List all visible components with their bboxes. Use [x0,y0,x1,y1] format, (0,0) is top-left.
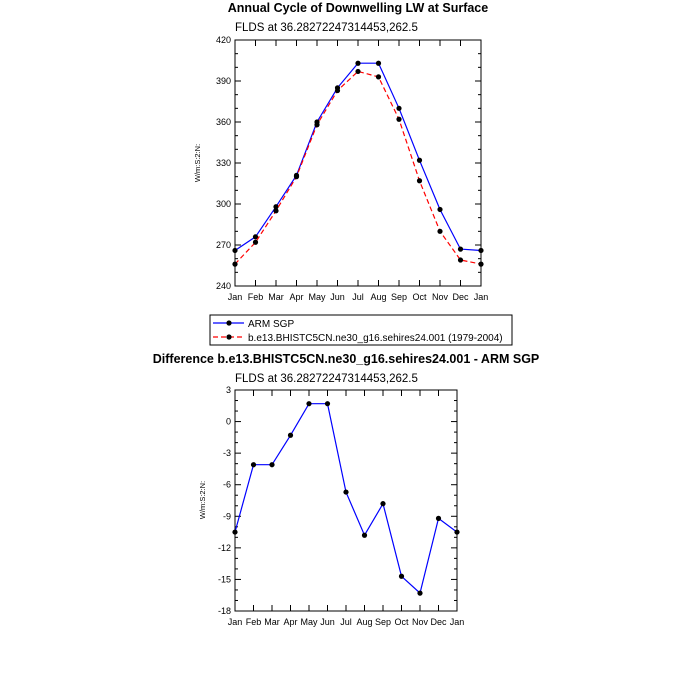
chart1-plot-frame [234,39,482,287]
chart1-series-1-point [375,74,382,80]
chart2-xtick-label: Oct [394,617,409,627]
legend-marker-model [226,334,232,340]
chart2-xtick-label: Feb [246,617,262,627]
chart1-series-0-point [252,234,259,240]
chart1-series-0-point [457,246,464,252]
chart1-ytick-label: 240 [216,281,231,291]
chart1-xtick-label: Nov [432,292,449,302]
chart1-legend: ARM SGP b.e13.BHISTC5CN.ne30_g16.sehires… [209,314,513,346]
chart2-xtick-label: Dec [430,617,447,627]
chart1-xtick-label: Aug [370,292,386,302]
chart1-xtick-label: Dec [452,292,469,302]
chart1-series-line-1 [234,70,482,265]
chart2-series-0-point [435,515,442,521]
chart2-xtick-label: Sep [375,617,391,627]
chart2-xtick-label: Apr [283,617,297,627]
chart1-series-1-point [355,68,361,75]
chart1-ylabel: W/m:S:2:N: [193,144,202,182]
chart2-xtick-label: Aug [356,617,372,627]
chart2-series-0-point [269,462,275,468]
chart2-series-0-point [324,401,331,407]
chart2-ytick-label: -18 [218,606,231,616]
chart2-ytick-label: 3 [226,385,231,395]
chart1-series-1-point [457,257,464,263]
chart2-series-0-point [306,401,312,407]
chart1-series-0-point [232,247,238,254]
chart2-xtick-label: Nov [412,617,429,627]
chart1-xtick-label: Jan [228,292,243,302]
chart1-series-1-point [416,178,423,184]
chart2-ytick-label: 0 [226,417,231,427]
chart1-subtitle: FLDS at 36.28272247314453,262.5 [235,22,418,34]
chart1-xtick-label: Feb [248,292,264,302]
chart2-xtick-label: Jun [320,617,335,627]
chart1-series-1-point [273,208,279,214]
chart1-ytick-label: 420 [216,35,231,45]
chart1-xtick-label: Jan [474,292,489,302]
chart1-series-0-point [416,157,423,163]
legend-marker-arm [226,320,232,326]
chart1-series-line-0 [234,62,482,252]
chart2-xtick-label: Mar [264,617,280,627]
chart2-series-0-point [343,489,349,495]
chart1-series-1-point [396,116,402,122]
chart2-series-0-point [250,462,257,468]
chart2-series-0-point [380,501,386,507]
chart1-series [232,60,484,267]
chart1-series-1-point [334,87,341,94]
chart2-subtitle: FLDS at 36.28272247314453,262.5 [235,373,418,385]
chart1-series-1-point [293,174,300,180]
chart1-xtick-label: Sep [391,292,407,302]
legend-box [209,314,513,346]
chart2-series-line-0 [234,403,458,595]
chart2-series-0-point [454,529,460,535]
chart2-ytick-label: -12 [218,543,231,553]
chart1-xtick-label: May [308,292,326,302]
chart1-series-0-point [355,60,361,66]
chart2-series-0-point [361,532,368,538]
chart1-ytick-label: 300 [216,199,231,209]
chart2-title: Difference b.e13.BHISTC5CN.ne30_g16.sehi… [153,352,540,366]
chart2-xtick-label: Jan [450,617,465,627]
chart2-ytick-label: -15 [218,574,231,584]
chart1-xtick-label: Apr [289,292,303,302]
chart1-xtick-label: Oct [412,292,427,302]
chart1-ytick-label: 360 [216,117,231,127]
chart1-ytick-label: 390 [216,76,231,86]
chart2-xtick-label: Jul [340,617,352,627]
chart2-xtick-label: Jan [228,617,243,627]
chart1-series-0-point [478,247,484,254]
chart1-xtick-label: Jul [352,292,364,302]
chart2-ytick-label: -3 [223,448,231,458]
chart1-xtick-label: Jun [330,292,345,302]
chart1-series-1-point [437,228,443,234]
chart1-series-1-point [252,239,259,245]
chart1-ticks: 240 270 300 330 360 390 420 Jan Feb Mar Apr May Jun J… [216,35,488,302]
chart2-series-0-point [287,432,294,438]
chart2-series-0-point [417,590,423,596]
chart2-xtick-label: May [300,617,318,627]
chart1-series-0-point [273,204,279,210]
legend-label-model: b.e13.BHISTC5CN.ne30_g16.sehires24.001 (… [248,333,503,344]
chart2-series-0-point [232,529,238,535]
chart2-ytick-label: -9 [223,511,231,521]
chart1-ytick-label: 270 [216,240,231,250]
chart1-series-0-point [437,206,443,213]
chart1-xtick-label: Mar [268,292,284,302]
chart1-series-0-point [396,105,402,111]
chart1-ytick-label: 330 [216,158,231,168]
chart2-ytick-label: -6 [223,480,231,490]
chart1-series-0-point [375,60,382,66]
chart1-series-1-point [314,122,320,128]
chart2-ylabel: W/m:S:2:N: [198,481,207,519]
chart1-series-1-point [232,261,238,267]
chart2-series-0-point [398,573,405,579]
legend-label-arm: ARM SGP [248,319,294,330]
chart2-series [232,401,460,596]
chart1-series-1-point [478,261,484,267]
chart1-title: Annual Cycle of Downwelling LW at Surfac… [228,1,488,15]
